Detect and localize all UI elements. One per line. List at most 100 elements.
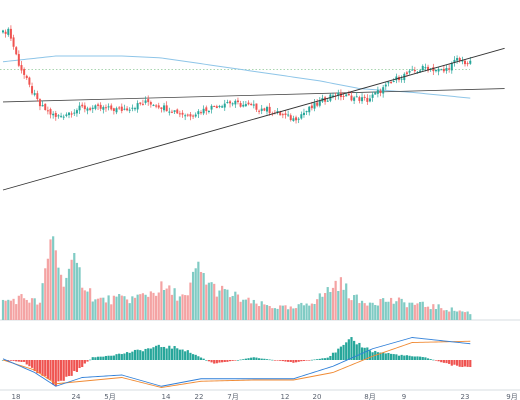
candle-down [250, 103, 253, 106]
macd-histogram-bar [350, 337, 353, 360]
volume-bar [110, 304, 113, 320]
candle-down [178, 113, 181, 115]
macd-histogram-bar [421, 357, 424, 360]
macd-histogram-bar [218, 360, 221, 363]
macd-histogram-bar [205, 360, 208, 361]
volume-bar [389, 297, 393, 320]
candle-down [120, 106, 123, 111]
volume-bar [236, 294, 240, 320]
volume-bar [231, 295, 234, 320]
volume-bar [334, 280, 337, 320]
volume-bar [186, 295, 189, 320]
candle-down [170, 111, 173, 113]
candle-up [252, 104, 255, 106]
macd-histogram-bar [463, 360, 467, 367]
candle-up [152, 104, 155, 106]
volume-bar [52, 236, 55, 320]
volume-bar [411, 302, 414, 320]
volume-bar [157, 292, 160, 320]
volume-bar [228, 297, 232, 320]
volume-bar [405, 307, 409, 320]
macd-histogram-bar [165, 348, 168, 360]
candle-down [281, 114, 284, 116]
volume-bar [128, 303, 131, 320]
volume-bar [323, 293, 327, 320]
volume-bar [223, 289, 226, 320]
candle-up [57, 115, 60, 117]
macd-histogram-bar [44, 360, 47, 377]
candle-up [450, 63, 453, 71]
candle-down [97, 104, 100, 106]
volume-bar [445, 310, 448, 320]
candle-down [405, 72, 408, 75]
macd-histogram-bar [400, 354, 403, 360]
candle-up [197, 111, 200, 115]
candle-up [374, 92, 377, 95]
candle-down [466, 63, 469, 65]
macd-histogram-bar [419, 356, 422, 360]
candle-down [118, 107, 121, 109]
volume-bar [213, 283, 216, 320]
volume-bar [308, 305, 311, 320]
volume-bar [155, 295, 158, 320]
macd-histogram-bar [331, 352, 335, 360]
macd-histogram-bar [23, 360, 26, 362]
macd-histogram-bar [215, 360, 218, 364]
candle-up [107, 106, 110, 108]
candle-up [242, 104, 245, 107]
volume-bar [54, 250, 57, 320]
macd-histogram-bar [226, 360, 229, 362]
candle-down [413, 69, 416, 72]
macd-histogram-bar [316, 359, 319, 360]
volume-bar [305, 303, 308, 320]
volume-bar [413, 304, 416, 320]
volume-bar [432, 304, 435, 320]
candle-down [363, 96, 366, 98]
volume-bar [242, 299, 245, 320]
candle-up [33, 93, 36, 95]
volume-bar [408, 302, 411, 320]
macd-histogram-bar [62, 360, 65, 381]
candle-up [387, 82, 390, 84]
candle-up [223, 103, 226, 108]
x-axis-tick-label: 5月 [104, 393, 115, 400]
macd-histogram-bar [223, 360, 226, 363]
volume-bar [263, 304, 266, 320]
volume-bar [434, 309, 438, 320]
macd-histogram-bar [115, 354, 118, 360]
candle-down [141, 103, 144, 105]
volume-bar [260, 301, 263, 320]
volume-bar [437, 304, 440, 320]
macd-histogram-bar [445, 360, 448, 364]
macd-histogram-bar [289, 360, 292, 362]
volume-bar [141, 293, 145, 320]
macd-histogram-bar [368, 350, 372, 360]
volume-bar [368, 302, 372, 320]
macd-histogram-bar [147, 348, 150, 360]
macd-histogram-bar [38, 360, 42, 374]
macd-histogram-bar [271, 359, 274, 361]
volume-bar [265, 305, 269, 320]
volume-bar [41, 283, 44, 320]
volume-bar [400, 298, 403, 320]
volume-bar [205, 284, 208, 320]
volume-bar [403, 302, 406, 320]
candle-up [276, 111, 279, 113]
volume-bar [131, 296, 134, 320]
macd-histogram-bar [337, 348, 340, 360]
macd-histogram-bar [276, 360, 279, 361]
macd-histogram-bar [416, 356, 419, 360]
macd-histogram-bar [239, 359, 242, 361]
volume-bar [310, 303, 313, 320]
volume-bar [371, 302, 374, 320]
candle-up [456, 58, 459, 61]
macd-histogram-bar [107, 355, 110, 360]
volume-bar [448, 311, 451, 320]
x-axis-tick-label: 9 [402, 393, 406, 400]
candle-down [213, 105, 216, 107]
macd-histogram-bar [133, 349, 137, 360]
volume-bar [287, 309, 290, 320]
volume-bar [112, 295, 115, 320]
candle-down [49, 109, 52, 115]
candle-down [347, 93, 350, 96]
